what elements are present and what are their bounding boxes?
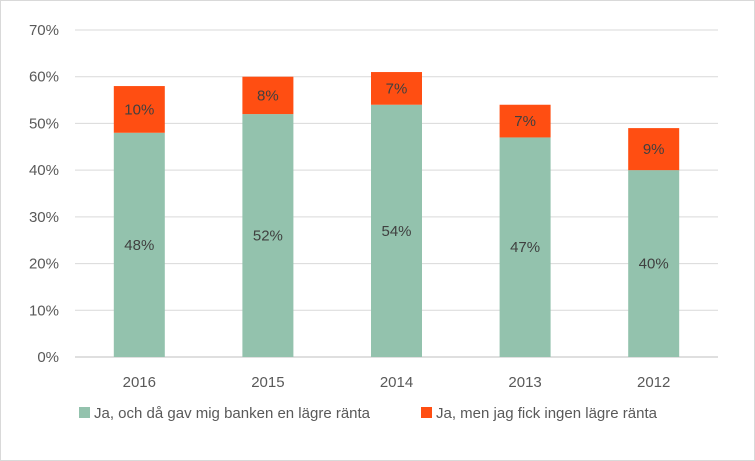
bar-segment-2015-series-2: [242, 76, 294, 115]
data-label: 52%: [253, 228, 283, 245]
x-tick-label: 2013: [508, 374, 541, 391]
y-tick-label: 50%: [29, 115, 59, 132]
legend-swatch-ja-lagre-ranta: [79, 407, 90, 418]
legend-swatch-ja-ingen-lagre-ranta: [421, 407, 432, 418]
data-label: 8%: [257, 87, 279, 104]
x-tick-label: 2015: [251, 374, 284, 391]
y-tick-label: 20%: [29, 256, 59, 273]
bar-segment-2016-series-1: [113, 132, 165, 357]
y-tick-label: 60%: [29, 69, 59, 86]
legend-label-ja-lagre-ranta: Ja, och då gav mig banken en lägre ränta: [94, 405, 371, 422]
bar-segment-2015-series-1: [242, 114, 294, 357]
bar-segment-2012-series-2: [628, 128, 680, 171]
legend-label-ja-ingen-lagre-ranta: Ja, men jag fick ingen lägre ränta: [436, 405, 658, 422]
data-label: 48%: [124, 237, 154, 254]
x-tick-label: 2012: [637, 374, 670, 391]
y-tick-label: 40%: [29, 162, 59, 179]
data-label: 10%: [124, 101, 154, 118]
bar-segment-2016-series-2: [113, 86, 165, 133]
bar-segment-2014-series-1: [371, 104, 422, 357]
x-axis: 2016 2015 2014 2013 2012: [123, 374, 671, 391]
bar-segment-2014-series-2: [371, 72, 422, 105]
y-axis: 0% 10% 20% 30% 40% 50% 60% 70%: [29, 22, 59, 366]
data-label: 40%: [639, 256, 669, 273]
data-label: 54%: [381, 223, 411, 240]
data-label: 47%: [510, 239, 540, 256]
legend: Ja, och då gav mig banken en lägre ränta…: [79, 405, 658, 422]
bar-segment-2013-series-2: [499, 104, 551, 138]
y-tick-label: 0%: [37, 349, 59, 366]
data-label: 7%: [514, 113, 536, 130]
bar-segment-2012-series-1: [628, 170, 680, 357]
x-tick-label: 2016: [123, 374, 156, 391]
data-label: 9%: [643, 141, 665, 158]
data-label: 7%: [386, 80, 408, 97]
bars: 48% 10% 52% 8% 54% 7% 47% 7% 40% 9%: [113, 72, 680, 357]
x-tick-label: 2014: [380, 374, 413, 391]
y-tick-label: 70%: [29, 22, 59, 39]
y-tick-label: 30%: [29, 209, 59, 226]
bar-segment-2013-series-1: [499, 137, 551, 357]
y-tick-label: 10%: [29, 302, 59, 319]
